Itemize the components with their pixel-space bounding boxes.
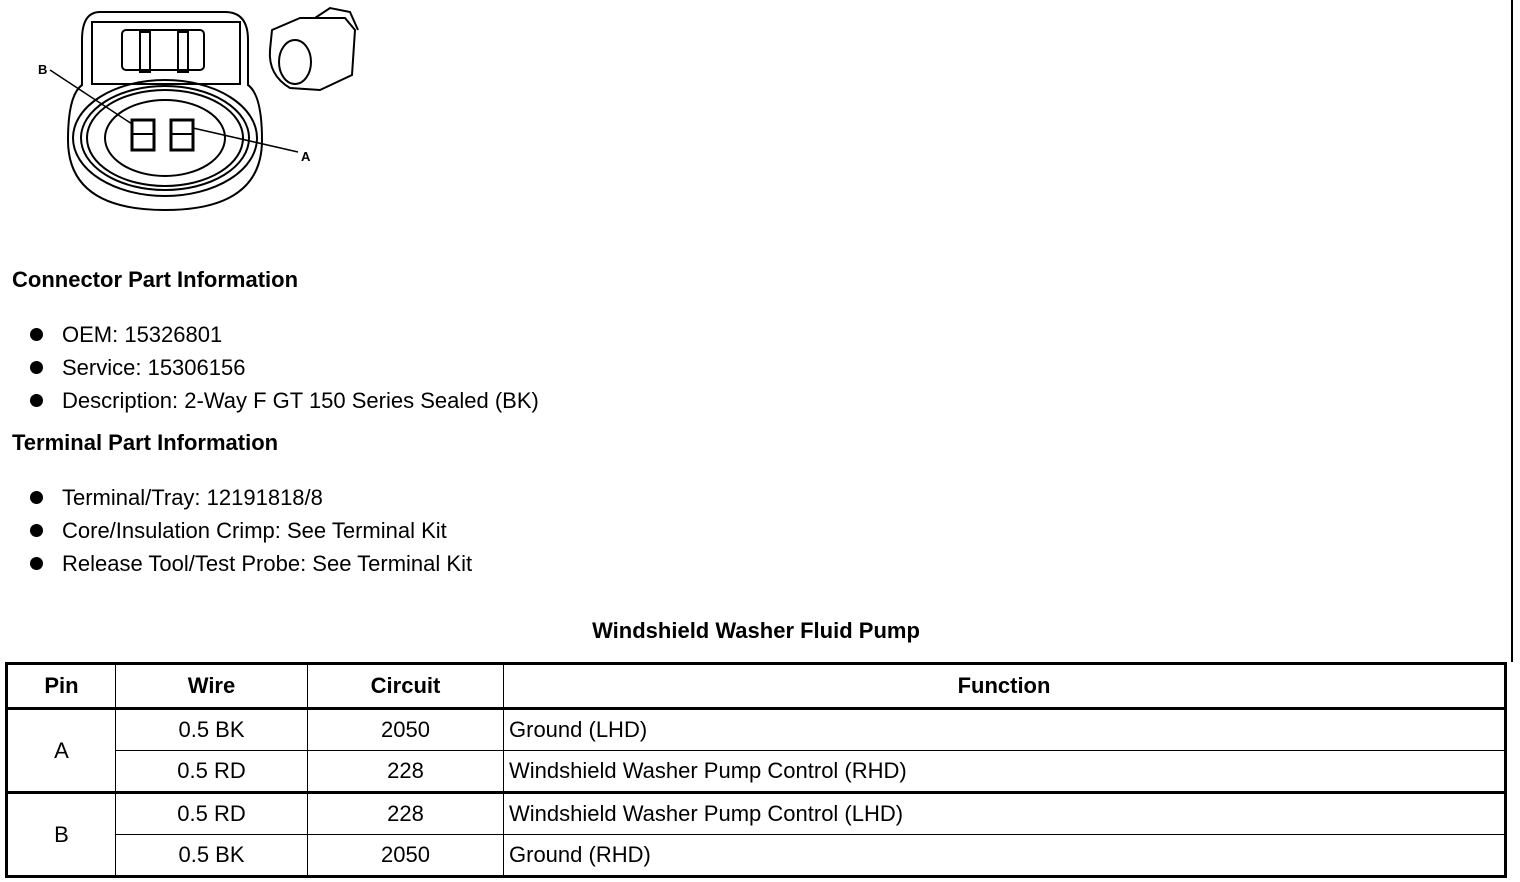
bullet-icon [30,394,43,407]
list-item: Release Tool/Test Probe: See Terminal Ki… [30,547,472,580]
list-item: Core/Insulation Crimp: See Terminal Kit [30,514,472,547]
list-item: OEM: 15326801 [30,318,539,351]
pin-cell: A [6,708,116,793]
table-row: A 0.5 BK 2050 Ground (LHD) [6,708,1506,793]
wire-cell: 0.5 RD [115,750,308,793]
list-item: Service: 15306156 [30,351,539,384]
pin-cell: B [6,791,116,877]
header-pin: Pin [6,663,116,710]
pin-b-label: B [38,62,47,77]
circuit-cell: 228 [307,750,504,793]
pin-a-label: A [301,149,311,164]
table-caption: Windshield Washer Fluid Pump [592,618,920,643]
bullet-icon [30,491,43,504]
function-cell: Ground (LHD) [503,708,1506,751]
list-item: Terminal/Tray: 12191818/8 [30,481,472,514]
header-circuit: Circuit [307,663,504,710]
connector-part-heading: Connector Part Information [12,267,299,292]
table-row: 0.5 BK 2050 Ground (RHD) [7,834,1506,877]
table-row: B 0.5 RD 228 Windshield Washer Pump Cont… [6,791,1506,877]
function-cell: Windshield Washer Pump Control (LHD) [503,791,1506,835]
circuit-cell: 2050 [307,708,504,751]
bullet-icon [30,557,43,570]
connector-3d-view-icon [268,6,359,92]
function-cell: Ground (RHD) [503,834,1506,877]
bullet-icon [30,328,43,341]
wire-cell: 0.5 BK [115,834,308,877]
pinout-table: Pin Wire Circuit Function A 0.5 BK 2050 … [5,662,1507,878]
bullet-icon [30,524,43,537]
function-cell: Windshield Washer Pump Control (RHD) [503,750,1506,793]
page-border-line [1511,0,1513,662]
connector-part-list: OEM: 15326801 Service: 15306156 Descript… [30,318,539,417]
table-header-row: Pin Wire Circuit Function [6,663,1506,710]
connector-face-diagram: B A [38,6,359,212]
header-wire: Wire [115,663,308,710]
bullet-icon [30,361,43,374]
circuit-cell: 2050 [307,834,504,877]
circuit-cell: 228 [307,791,504,835]
wire-cell: 0.5 RD [115,791,308,835]
list-item: Description: 2-Way F GT 150 Series Seale… [30,384,539,417]
terminal-part-heading: Terminal Part Information [12,430,279,455]
table-row: 0.5 RD 228 Windshield Washer Pump Contro… [7,750,1506,793]
wire-cell: 0.5 BK [115,708,308,751]
header-function: Function [503,663,1506,710]
terminal-part-list: Terminal/Tray: 12191818/8 Core/Insulatio… [30,481,472,580]
